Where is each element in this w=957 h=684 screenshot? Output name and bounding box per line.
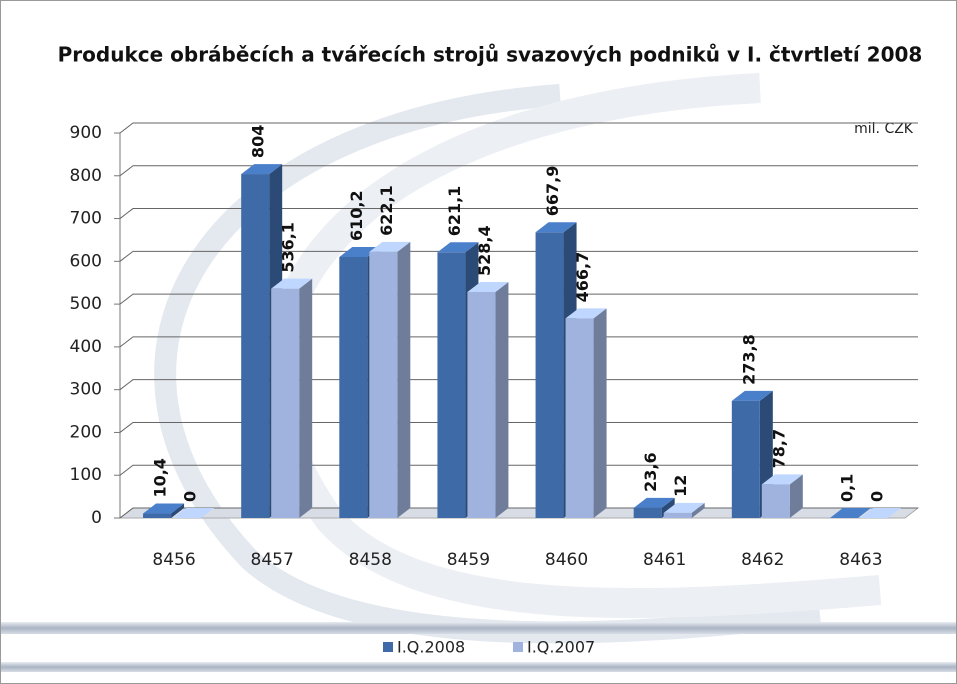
y-tick-label: 700 xyxy=(70,209,102,229)
bar-top xyxy=(143,503,185,514)
bar-top xyxy=(173,508,215,518)
x-tick-label: 8460 xyxy=(545,550,588,570)
band xyxy=(1,662,956,672)
bar-side xyxy=(593,308,607,518)
bar xyxy=(143,513,172,518)
grid-line xyxy=(119,250,918,262)
bar xyxy=(437,252,466,518)
value-label: 23,6 xyxy=(641,452,660,491)
bar-top xyxy=(731,390,773,401)
y-tick-label: 300 xyxy=(70,380,102,400)
unit-label: mil. CZK xyxy=(854,121,914,137)
bar-top xyxy=(859,508,901,518)
legend-swatch xyxy=(513,642,523,652)
value-label: 0,1 xyxy=(837,474,856,502)
y-tick-label: 100 xyxy=(70,465,102,485)
y-tick-label: 400 xyxy=(70,337,102,357)
bar-top xyxy=(437,242,479,253)
legend-label: I.Q.2008 xyxy=(397,638,465,657)
grid-line xyxy=(119,464,918,476)
value-label: 0 xyxy=(181,491,200,502)
value-label: 610,2 xyxy=(347,190,366,241)
bar-side xyxy=(299,278,313,518)
x-tick-label: 8461 xyxy=(643,550,686,570)
bar xyxy=(339,256,368,518)
legend-swatch xyxy=(383,642,393,652)
bar-side xyxy=(495,281,509,518)
bar xyxy=(241,174,270,519)
grid-line xyxy=(119,122,918,134)
x-tick-label: 8459 xyxy=(447,550,490,570)
bar-top xyxy=(633,497,675,508)
y-tick-label: 900 xyxy=(70,123,102,143)
y-tick-label: 500 xyxy=(70,294,102,314)
bar-top xyxy=(467,281,509,292)
bar-top xyxy=(829,507,871,518)
bar-top xyxy=(663,502,705,513)
value-label: 804 xyxy=(249,125,268,158)
bar xyxy=(535,232,564,518)
value-label: 0 xyxy=(867,491,886,502)
bar-side xyxy=(691,502,705,518)
legend-label: I.Q.2007 xyxy=(527,638,595,657)
bar-side xyxy=(397,241,411,518)
value-label: 12 xyxy=(671,475,690,497)
value-label: 667,9 xyxy=(543,166,562,217)
y-tick-label: 600 xyxy=(70,251,102,271)
grid-line xyxy=(119,293,918,305)
bar-top xyxy=(369,241,411,252)
value-label: 536,1 xyxy=(279,222,298,273)
x-tick-label: 8456 xyxy=(152,550,195,570)
bar-side xyxy=(789,474,803,518)
bar-side xyxy=(857,507,871,518)
grid-line xyxy=(119,379,918,391)
bar xyxy=(761,484,790,518)
grid-line xyxy=(119,165,918,177)
bar xyxy=(731,400,760,518)
value-label: 466,7 xyxy=(573,252,592,303)
bar xyxy=(271,288,300,518)
value-label: 273,8 xyxy=(739,334,758,385)
grid-line xyxy=(119,421,918,433)
y-tick-label: 0 xyxy=(91,508,102,528)
bar-top xyxy=(271,278,313,289)
y-tick-label: 200 xyxy=(70,422,102,442)
bar-top xyxy=(241,164,283,175)
grid-line xyxy=(119,336,918,348)
grid-line xyxy=(119,208,918,219)
bar-top xyxy=(535,222,577,233)
value-label: 622,1 xyxy=(377,185,396,236)
value-label: 78,7 xyxy=(769,429,788,468)
x-tick-label: 8457 xyxy=(251,550,294,570)
x-tick-label: 8462 xyxy=(741,550,784,570)
x-tick-label: 8463 xyxy=(839,550,882,570)
chart-title: Produkce obráběcích a tvářecích strojů s… xyxy=(58,43,923,67)
bar-top xyxy=(761,474,803,485)
value-label: 10,4 xyxy=(151,458,170,497)
bar-top xyxy=(565,308,607,319)
bar xyxy=(633,507,662,518)
bar xyxy=(369,251,398,518)
band xyxy=(1,622,956,634)
bar-side xyxy=(171,503,185,518)
value-label: 528,4 xyxy=(475,225,494,276)
bar xyxy=(467,291,496,518)
bar xyxy=(663,512,692,518)
x-tick-label: 8458 xyxy=(349,550,392,570)
y-tick-label: 800 xyxy=(70,166,102,186)
value-label: 621,1 xyxy=(445,186,464,237)
bar xyxy=(565,318,594,518)
